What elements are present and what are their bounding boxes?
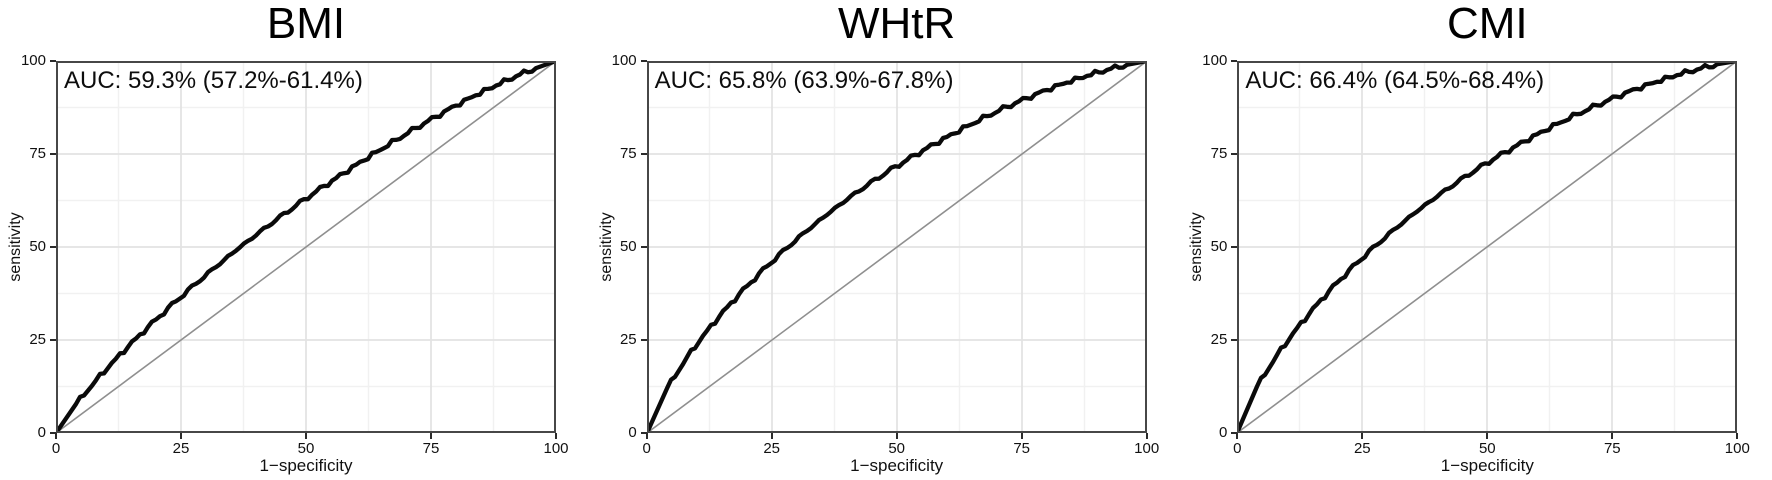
x-axis-label: 1−specificity: [850, 456, 944, 475]
y-tick-mark: [640, 153, 647, 155]
roc-panel-cmi: CMI sensitivity 0 25 50 75 100 AUC: 66.4…: [1181, 0, 1772, 480]
y-tick-mark: [1231, 153, 1238, 155]
x-tick-label: 0: [1233, 440, 1242, 457]
x-tick-label: 100: [543, 440, 569, 457]
x-tick-label: 100: [1134, 440, 1160, 457]
auc-annotation: AUC: 65.8% (63.9%-67.8%): [654, 67, 954, 94]
x-tick-label: 50: [888, 440, 905, 457]
y-tick-label: 0: [1218, 424, 1228, 441]
x-tick-mark: [1020, 433, 1023, 439]
x-axis-label: 1−specificity: [1440, 456, 1534, 475]
x-tick-mark: [180, 433, 182, 439]
y-tick-label: 50: [1210, 238, 1228, 255]
x-tick-label: 75: [422, 440, 440, 457]
y-tick-mark: [50, 60, 56, 62]
x-tick-mark: [645, 433, 648, 439]
y-tick-mark: [1231, 339, 1238, 341]
x-tick-mark: [770, 433, 773, 439]
auc-annotation: AUC: 66.4% (64.5%-68.4%): [1245, 67, 1545, 94]
roc-panel-bmi: BMI sensitivity 0 25 50 75 100 AUC: 59.3…: [0, 0, 591, 480]
x-tick-mark: [305, 433, 307, 439]
panel-title: BMI: [266, 0, 346, 48]
y-tick-mark: [1231, 432, 1238, 434]
y-tick-label: 0: [37, 424, 46, 441]
x-tick-mark: [895, 433, 898, 439]
y-tick-label: 75: [619, 145, 637, 162]
y-tick-label: 100: [611, 52, 637, 69]
x-tick-mark: [55, 433, 57, 439]
y-tick-label: 75: [1210, 145, 1228, 162]
y-tick-label: 0: [628, 424, 637, 441]
y-tick-mark: [1231, 60, 1238, 62]
y-tick-label: 25: [1210, 331, 1228, 348]
y-tick-mark: [50, 432, 56, 434]
panel-title: WHtR: [838, 0, 956, 48]
x-tick-label: 25: [763, 440, 780, 457]
y-tick-label: 25: [29, 331, 46, 348]
y-tick-mark: [50, 246, 56, 248]
x-tick-label: 25: [1353, 440, 1371, 457]
y-tick-mark: [640, 60, 647, 62]
x-tick-mark: [1361, 433, 1364, 439]
x-tick-mark: [1611, 433, 1614, 439]
x-tick-label: 75: [1013, 440, 1030, 457]
y-tick-label: 25: [619, 331, 637, 348]
y-tick-label: 50: [619, 238, 637, 255]
y-tick-label: 75: [29, 145, 46, 162]
x-tick-mark: [430, 433, 432, 439]
roc-panel-whtr: WHtR sensitivity 0 25 50 75 100 AUC: 65.…: [591, 0, 1182, 480]
x-tick-label: 0: [642, 440, 651, 457]
x-tick-label: 50: [297, 440, 315, 457]
y-tick-label: 100: [1202, 52, 1228, 69]
x-tick-label: 75: [1603, 440, 1621, 457]
y-tick-mark: [1231, 246, 1238, 248]
roc-plot-canvas: [646, 61, 1147, 433]
y-tick-label: 50: [29, 238, 46, 255]
x-tick-mark: [1236, 433, 1239, 439]
roc-plot-canvas: [56, 61, 556, 433]
auc-annotation: AUC: 59.3% (57.2%-61.4%): [64, 67, 363, 94]
y-tick-mark: [640, 246, 647, 248]
y-tick-mark: [640, 339, 647, 341]
panel-title: CMI: [1446, 0, 1528, 48]
x-axis-label: 1−specificity: [259, 456, 353, 475]
x-tick-mark: [1736, 433, 1739, 439]
x-tick-mark: [1145, 433, 1148, 439]
y-tick-mark: [50, 153, 56, 155]
x-tick-label: 50: [1478, 440, 1496, 457]
y-tick-mark: [50, 339, 56, 341]
y-tick-label: 100: [20, 52, 46, 69]
x-tick-label: 0: [51, 440, 61, 457]
x-tick-label: 25: [172, 440, 190, 457]
y-tick-mark: [640, 432, 647, 434]
x-tick-mark: [1486, 433, 1489, 439]
x-tick-mark: [555, 433, 557, 439]
roc-plot-canvas: [1237, 61, 1738, 433]
x-tick-label: 100: [1724, 440, 1750, 457]
